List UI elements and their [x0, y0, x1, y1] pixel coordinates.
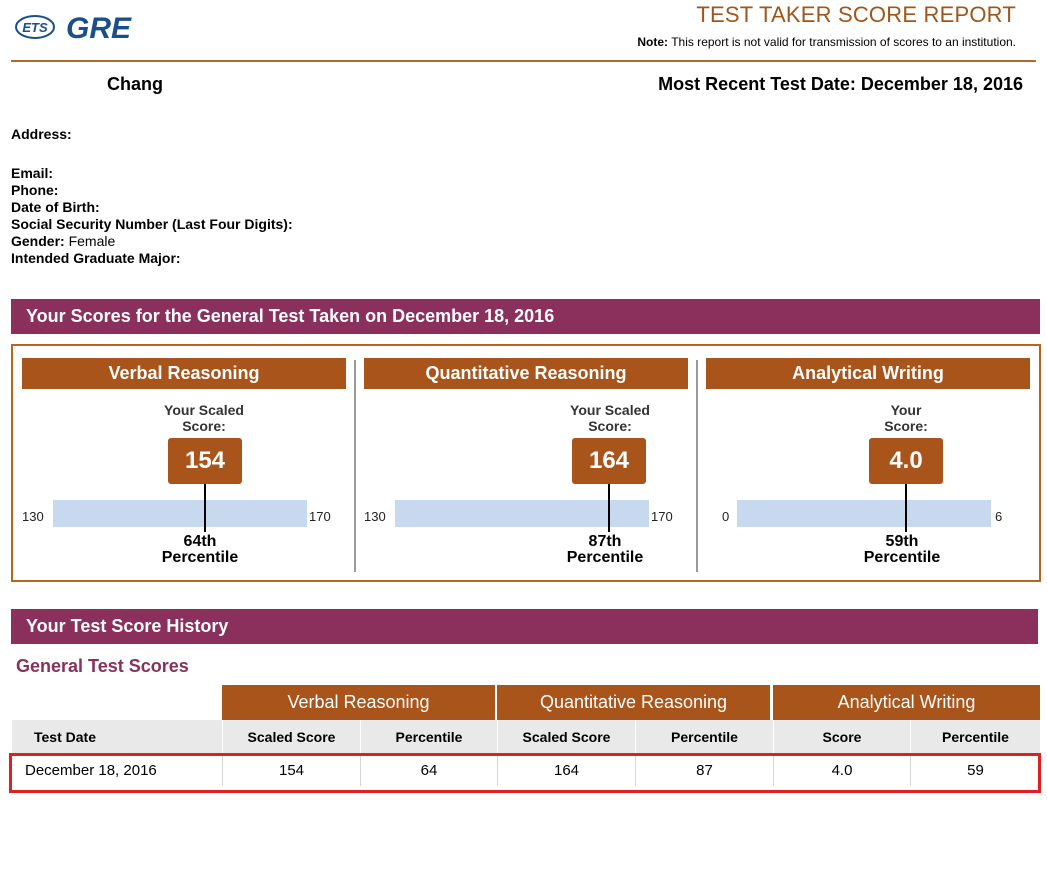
row-test-date: December 18, 2016 — [25, 761, 157, 779]
col-divider — [696, 360, 698, 572]
contact-info: Email: Phone: Date of Birth: Social Secu… — [11, 165, 293, 267]
table-row: December 18, 2016 154 64 164 87 4.0 59 — [12, 754, 1040, 790]
row-verbal-scaled: 154 — [222, 754, 360, 786]
email-label: Email: — [11, 165, 54, 181]
score-col-quant: Quantitative Reasoning Your Scaled Score:… — [364, 358, 690, 572]
ssn-row: Social Security Number (Last Four Digits… — [11, 216, 293, 233]
writing-score-track — [737, 500, 991, 527]
verbal-percentile-ordinal: 64th — [183, 533, 217, 550]
quant-min-label: 130 — [364, 509, 386, 524]
report-note: Note: This report is not valid for trans… — [637, 35, 1016, 49]
major-row: Intended Graduate Major: — [11, 250, 293, 267]
col-test-date: Test Date — [34, 729, 96, 745]
score-col-writing: Analytical Writing Your Score: 4.0 0 6 59… — [706, 358, 1032, 572]
writing-score-badge: 4.0 — [869, 438, 943, 484]
gre-logo-text: GRE — [66, 12, 132, 45]
verbal-heading: Verbal Reasoning — [22, 358, 346, 389]
report-title: TEST TAKER SCORE REPORT — [696, 2, 1016, 27]
row-quant-percentile: 87 — [635, 754, 773, 786]
verbal-scaled-label: Your Scaled Score: — [144, 402, 264, 434]
writing-heading: Analytical Writing — [706, 358, 1030, 389]
writing-scaled-label: Your Score: — [846, 402, 966, 434]
quant-label-line2: Score: — [588, 418, 632, 434]
gender-value: Female — [68, 233, 116, 249]
quant-percentile: 87th Percentile — [535, 534, 675, 566]
writing-percentile-ordinal: 59th — [885, 533, 919, 550]
verbal-label-line2: Score: — [182, 418, 226, 434]
writing-max-label: 6 — [995, 509, 1003, 524]
scores-section-header: Your Scores for the General Test Taken o… — [11, 299, 1040, 334]
row-writing-percentile: 59 — [910, 754, 1040, 786]
col-writing-score: Score — [773, 720, 910, 754]
ets-logo-text: ETS — [22, 20, 48, 35]
quant-scaled-label: Your Scaled Score: — [550, 402, 670, 434]
row-quant-scaled: 164 — [497, 754, 635, 786]
col-writing-percentile: Percentile — [910, 720, 1040, 754]
address-label: Address: — [11, 126, 72, 142]
history-group-writing: Analytical Writing — [773, 685, 1040, 720]
verbal-score-track — [53, 500, 307, 527]
major-label: Intended Graduate Major: — [11, 250, 181, 266]
note-label: Note: — [637, 35, 669, 49]
dob-label: Date of Birth: — [11, 199, 100, 215]
gender-label: Gender: — [11, 233, 65, 249]
quant-score-marker — [608, 484, 610, 532]
quant-score-badge: 164 — [572, 438, 646, 484]
dob-row: Date of Birth: — [11, 199, 293, 216]
verbal-label-line1: Your Scaled — [164, 402, 244, 418]
col-verbal-percentile: Percentile — [360, 720, 497, 754]
verbal-score-marker — [204, 484, 206, 532]
col-quant-scaled: Scaled Score — [497, 720, 635, 754]
row-writing-score: 4.0 — [773, 754, 910, 786]
writing-score-marker — [905, 484, 907, 532]
gre-logo: ETS GRE — [14, 8, 144, 48]
writing-percentile: 59th Percentile — [832, 534, 972, 566]
note-text: This report is not valid for transmissio… — [671, 35, 1016, 49]
verbal-max-label: 170 — [309, 509, 331, 524]
verbal-score-badge: 154 — [168, 438, 242, 484]
gender-row: Gender: Female — [11, 233, 293, 250]
score-panel: Verbal Reasoning Your Scaled Score: 154 1… — [11, 344, 1041, 582]
col-divider — [354, 360, 356, 572]
email-row: Email: — [11, 165, 293, 182]
score-col-verbal: Verbal Reasoning Your Scaled Score: 154 1… — [22, 358, 348, 572]
ssn-label: Social Security Number (Last Four Digits… — [11, 216, 293, 232]
address-row: Address: — [11, 126, 72, 143]
writing-label-line1: Your — [890, 402, 922, 418]
verbal-percentile: 64th Percentile — [130, 534, 270, 566]
quant-max-label: 170 — [651, 509, 673, 524]
col-quant-percentile: Percentile — [635, 720, 773, 754]
col-verbal-scaled: Scaled Score — [222, 720, 360, 754]
candidate-name: Chang — [107, 74, 163, 94]
writing-percentile-word: Percentile — [863, 549, 941, 566]
general-test-scores-title: General Test Scores — [16, 656, 189, 676]
verbal-percentile-word: Percentile — [161, 549, 239, 566]
history-group-verbal: Verbal Reasoning — [222, 685, 495, 720]
phone-row: Phone: — [11, 182, 293, 199]
ets-gre-logo-icon: ETS GRE — [15, 12, 132, 45]
quant-percentile-word: Percentile — [566, 549, 644, 566]
history-group-quant: Quantitative Reasoning — [497, 685, 770, 720]
quant-percentile-ordinal: 87th — [588, 533, 622, 550]
verbal-min-label: 130 — [22, 509, 44, 524]
history-section-header: Your Test Score History — [11, 609, 1038, 644]
header-divider — [11, 60, 1036, 62]
writing-label-line2: Score: — [884, 418, 928, 434]
quant-heading: Quantitative Reasoning — [364, 358, 688, 389]
writing-min-label: 0 — [722, 509, 730, 524]
quant-label-line1: Your Scaled — [570, 402, 650, 418]
row-highlight-box — [9, 753, 1041, 793]
history-column-headers: Test Date Scaled Score Percentile Scaled… — [12, 720, 1040, 754]
quant-score-track — [395, 500, 649, 527]
recent-test-date: Most Recent Test Date: December 18, 2016 — [658, 74, 1023, 94]
phone-label: Phone: — [11, 182, 59, 198]
row-verbal-percentile: 64 — [360, 754, 497, 786]
